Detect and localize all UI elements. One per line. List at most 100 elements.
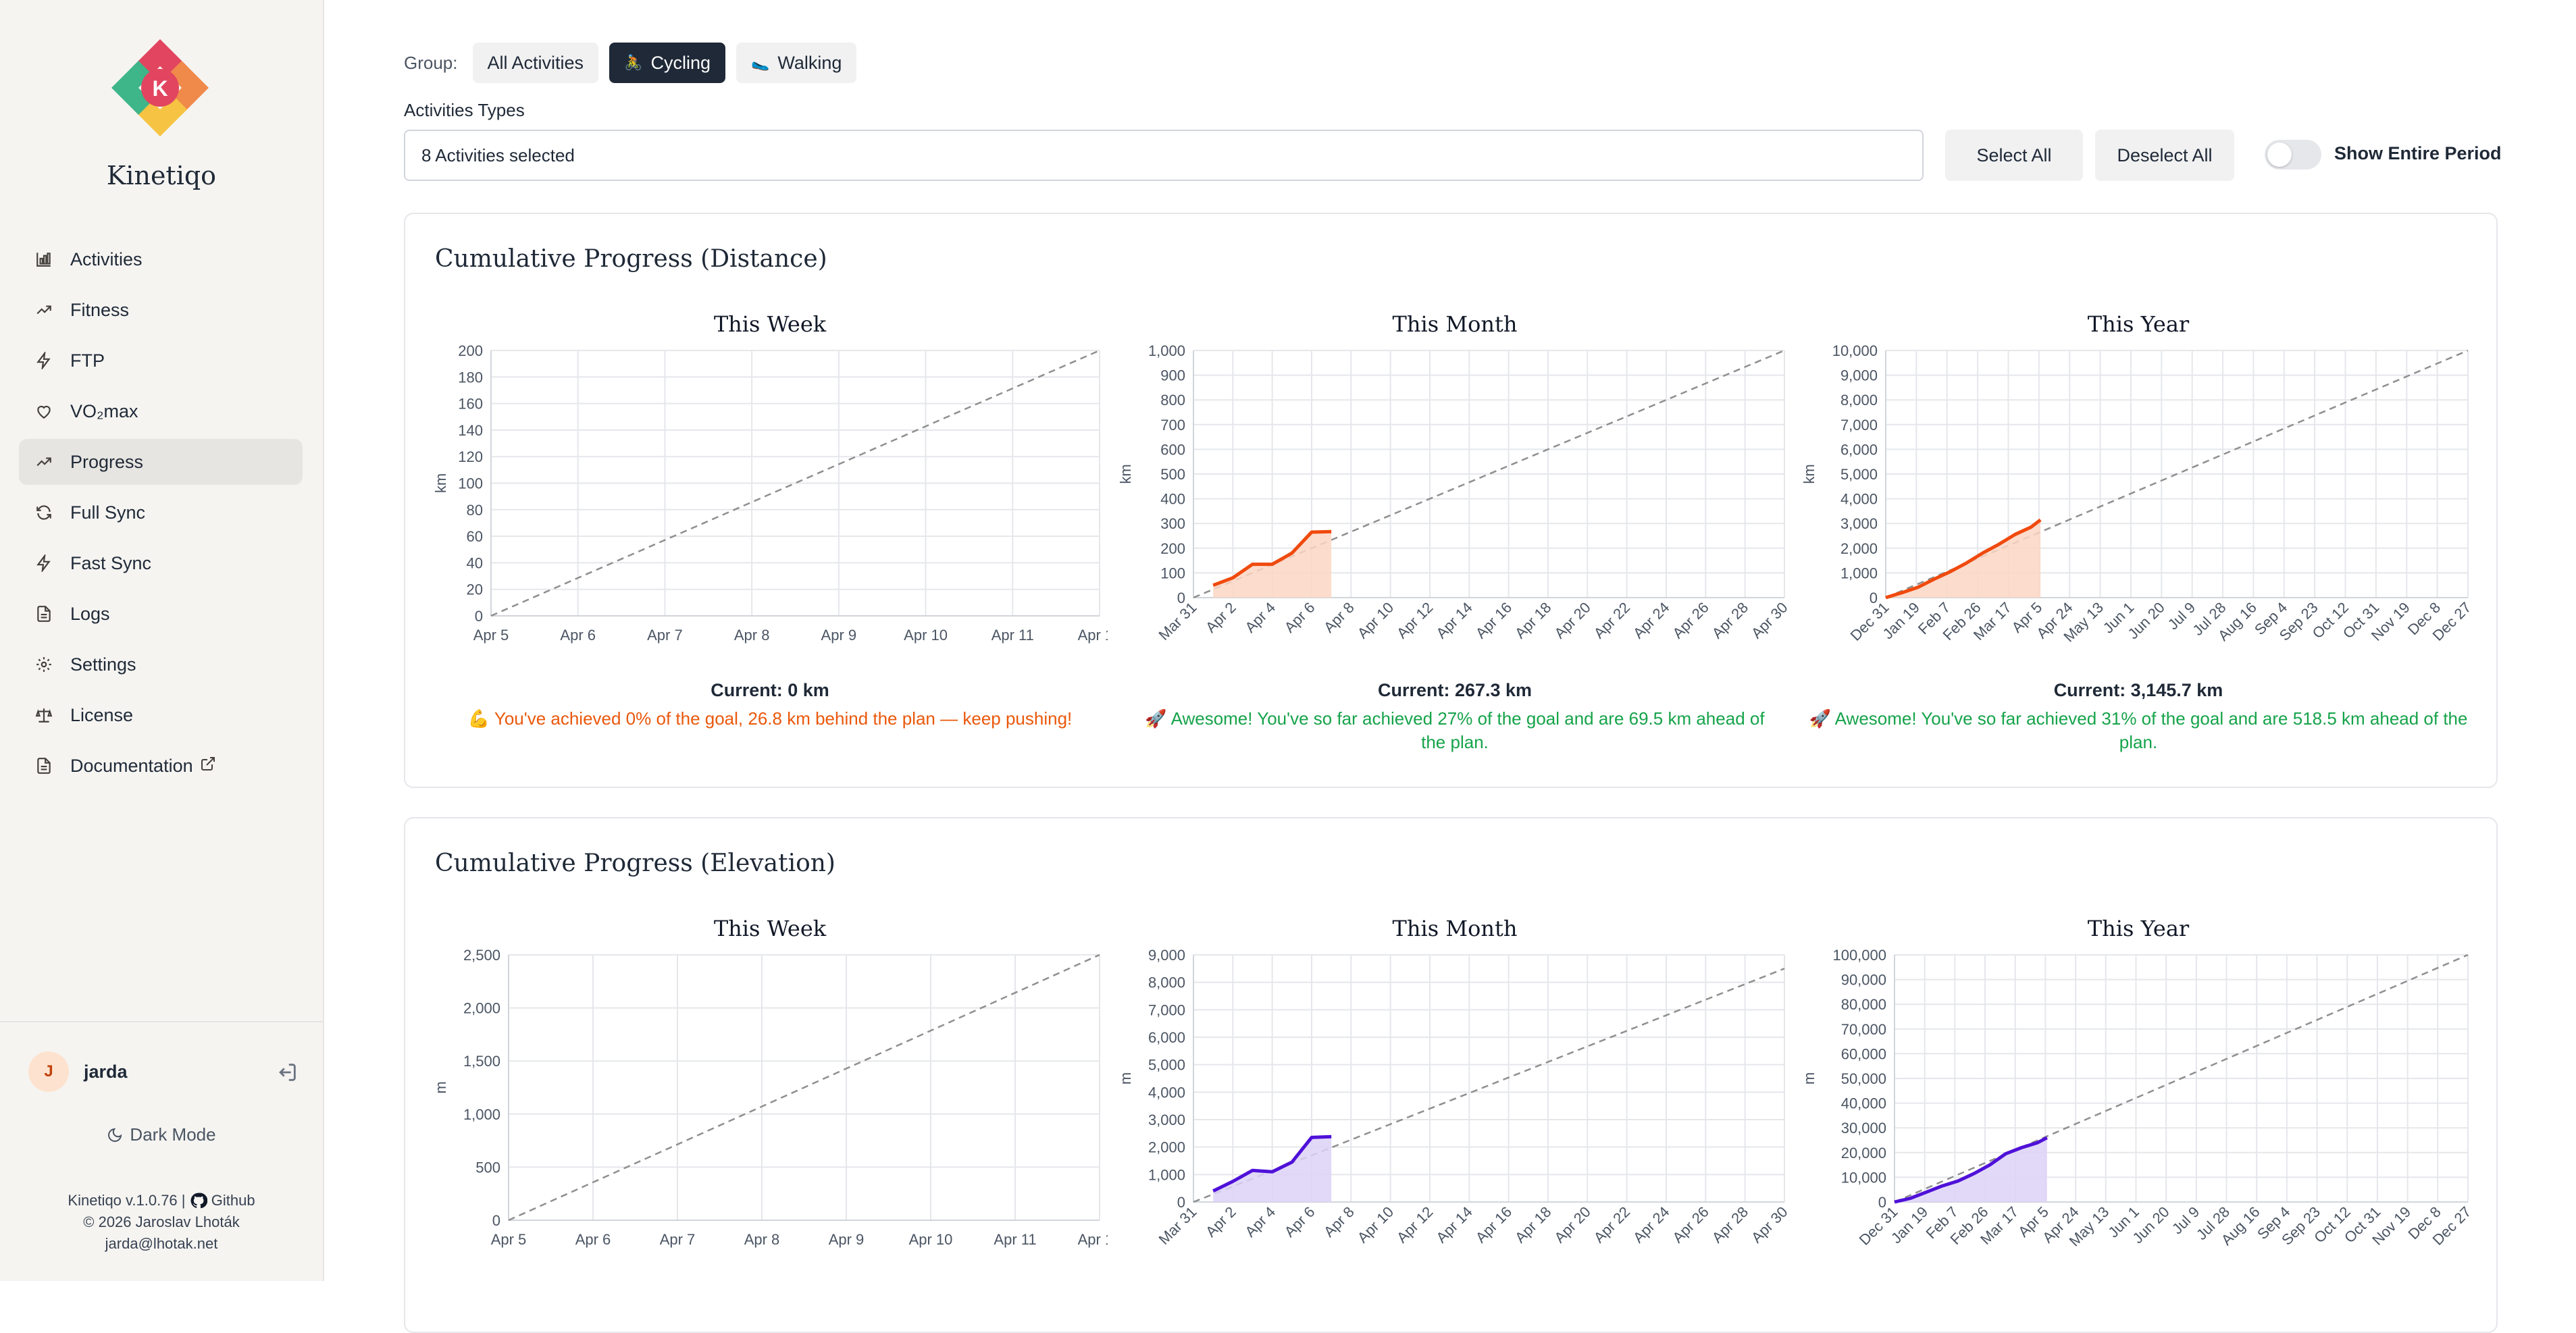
sidebar-item-label: Fitness [70,299,130,320]
kinetiqo-logo[interactable]: K [106,34,214,142]
dark-mode-toggle[interactable]: Dark Mode [0,1124,323,1145]
y-tick-label: 8,000 [1840,392,1878,409]
y-tick-label: 80 [467,502,483,519]
github-icon [190,1192,207,1209]
y-tick-label: 4,000 [1148,1084,1185,1101]
button-label: Select All [1976,145,2052,165]
sidebar-item-ftp[interactable]: FTP [19,338,303,384]
x-tick-label: Apr 12 [1393,1203,1437,1247]
sidebar-item-label: Activities [70,249,143,269]
app-window: K Kinetiqo Activities Fitness FTP VO₂max [0,0,2502,1333]
y-tick-label: 20,000 [1841,1145,1886,1161]
sidebar-item-label: FTP [70,350,105,371]
y-tick-label: 900 [1160,367,1185,384]
sidebar-item-label: Full Sync [70,502,146,523]
y-tick-label: 160 [458,396,483,413]
plan-line [1894,953,2469,1203]
sidebar-divider [0,1021,323,1022]
x-tick-label: Apr 22 [1591,1203,1634,1247]
chip-label: All Activities [487,52,584,73]
series-line [1885,518,2042,600]
y-tick-label: 200 [1160,540,1185,557]
card-title: Cumulative Progress (Elevation) [435,850,835,877]
group-walking-button[interactable]: 🥿 Walking [736,43,857,83]
activity-types-select[interactable]: 8 Activities selected [404,130,1924,181]
file-icon [35,605,53,623]
sidebar-item-vo2max[interactable]: VO₂max [19,388,303,434]
sidebar-item-progress[interactable]: Progress [19,439,303,485]
current-value: Current: 3,145.7 km [2053,680,2223,700]
group-cycling-button[interactable]: 🚴 Cycling [609,43,725,83]
elevation-month-chart: 0 1,000 2,000 3,000 4,000 5,000 6,000 7,000 8,00… [1117,947,1791,1248]
copyright-text: © 2026 Jaroslav Lhoták [83,1213,240,1230]
y-tick-label: 50,000 [1841,1070,1886,1087]
sidebar-item-settings[interactable]: Settings [19,642,303,687]
sidebar-item-fitness[interactable]: Fitness [19,287,303,333]
refresh-icon [35,504,53,521]
distance-week-panel: This Week 0 20 40 60 80 100 120 140 160 180 200 Apr… [432,302,1108,775]
group-all-activities-button[interactable]: All Activities [472,43,599,83]
shoe-icon: 🥿 [750,54,770,71]
x-tick-label: Apr 12 [1078,1231,1108,1248]
x-tick-label: Apr 8 [1320,1203,1358,1240]
progress-message: 🚀 Awesome! You've so far achieved 27% of… [1145,708,1765,752]
y-tick-label: 1,000 [1148,1166,1185,1183]
y-tick-label: 120 [458,448,483,465]
chip-label: Cycling [650,52,711,73]
y-tick-label: 40,000 [1841,1095,1886,1112]
y-tick-label: 20 [467,581,483,598]
y-tick-label: 100,000 [1832,947,1886,964]
sidebar-item-activities[interactable]: Activities [19,236,303,282]
y-tick-label: 600 [1160,441,1185,458]
y-tick-label: 2,000 [1148,1139,1185,1156]
username: jarda [84,1061,128,1082]
sidebar-item-label: Settings [70,654,136,675]
cyclist-icon: 🚴 [624,54,643,71]
sidebar-item-documentation[interactable]: Documentation [19,743,303,789]
github-link[interactable]: Github [190,1192,255,1209]
x-tick-label: Apr 14 [1433,599,1476,642]
x-tick-label: Apr 8 [1320,599,1358,636]
zap-icon [35,352,53,369]
panel-title: This Month [1392,916,1518,941]
x-tick-label: Apr 7 [647,627,683,644]
select-all-button[interactable]: Select All [1945,130,2083,181]
y-tick-label: 100 [458,475,483,492]
x-tick-label: Apr 2 [1202,599,1239,636]
y-tick-label: 10,000 [1832,342,1878,359]
sidebar-item-logs[interactable]: Logs [19,591,303,637]
y-axis-label: m [432,1081,449,1093]
sidebar-item-full-sync[interactable]: Full Sync [19,490,303,535]
user-profile[interactable]: J jarda [28,1051,299,1092]
deselect-all-button[interactable]: Deselect All [2095,130,2234,181]
y-tick-label: 0 [1870,590,1878,606]
show-entire-period-label: Show Entire Period [2334,143,2502,163]
elevation-year-panel: This Year 0 10,000 20,000 30,000 40,000 50,00… [1801,906,2476,1284]
y-tick-label: 2,000 [463,1000,500,1017]
y-tick-label: 1,000 [1148,342,1185,359]
x-tick-label: Apr 6 [575,1231,611,1248]
y-tick-label: 40 [467,554,483,571]
y-tick-label: 800 [1160,392,1185,409]
email-link[interactable]: jarda@lhotak.net [105,1235,218,1252]
show-entire-period-toggle[interactable] [2265,140,2321,169]
scale-icon [35,706,53,724]
y-tick-label: 60,000 [1841,1045,1886,1062]
y-tick-label: 100 [1160,565,1185,581]
x-tick-label: Apr 8 [734,627,770,644]
group-label: Group: [404,52,458,73]
logout-icon[interactable] [276,1061,299,1084]
chip-label: Walking [777,52,842,73]
y-tick-label: 0 [475,608,483,625]
sidebar-item-fast-sync[interactable]: Fast Sync [19,540,303,586]
progress-message: 🚀 Awesome! You've so far achieved 31% of… [1809,708,2468,752]
x-tick-label: Apr 18 [1512,1203,1555,1247]
toggle-knob [2267,142,2292,167]
sidebar-item-license[interactable]: License [19,692,303,738]
x-tick-label: Apr 11 [991,627,1034,644]
x-tick-label: Apr 12 [1078,627,1108,644]
x-tick-label: Apr 18 [1512,599,1555,642]
y-axis-label: km [1117,464,1134,483]
sidebar-item-label: Logs [70,603,110,624]
